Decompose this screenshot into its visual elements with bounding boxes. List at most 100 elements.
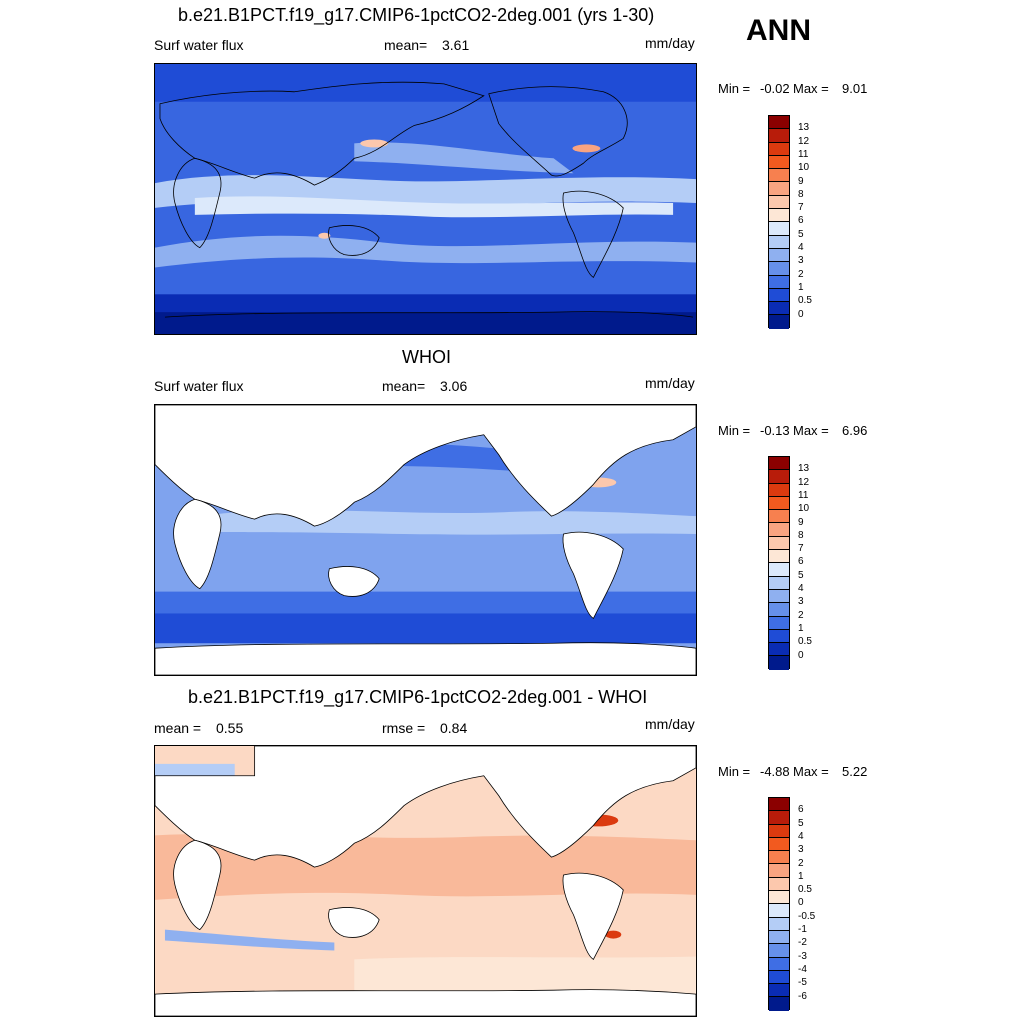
colorbar-segment [769, 116, 789, 130]
panel1-eurasia-coast [159, 81, 485, 186]
colorbar-level-label: 8 [798, 529, 804, 541]
panel2-max-label: Max = [793, 423, 829, 438]
panel3-land [155, 746, 696, 1016]
colorbar-level-label: 10 [798, 162, 810, 174]
colorbar-level-label: 0 [798, 897, 804, 909]
colorbar-level-label: 0.5 [798, 636, 812, 648]
colorbar-level-label: 6 [798, 556, 804, 568]
colorbar-segment [769, 155, 789, 170]
panel3-max-label: Max = [793, 764, 829, 779]
colorbar-segment [769, 576, 789, 590]
panel3-map-svg [155, 746, 696, 1016]
panel1-coastlines [159, 81, 694, 318]
colorbar-segment [769, 470, 789, 484]
panel1-indian-hotspot [318, 232, 331, 239]
panel3-map [154, 745, 697, 1017]
colorbar-level-label: 5 [798, 569, 804, 581]
colorbar-level-label: 1 [798, 281, 804, 293]
colorbar-segment [769, 877, 789, 892]
panel2-mean-label: mean= [382, 378, 426, 394]
colorbar-level-label: 12 [798, 135, 810, 147]
panel2-australia [328, 566, 380, 597]
panel3-units: mm/day [645, 716, 695, 732]
colorbar-segment [769, 917, 789, 931]
panel1-units: mm/day [645, 35, 695, 51]
colorbar-level-label: 9 [798, 516, 804, 528]
panel1-north-pacific-band [354, 142, 574, 174]
panel1-min-label: Min = [718, 81, 751, 96]
panel2-africa [173, 498, 222, 590]
panel1-gulfstream-hotspot [572, 144, 601, 153]
colorbar-level-label: 6 [798, 215, 804, 227]
panel2-units: mm/day [645, 375, 695, 391]
colorbar-segment [769, 944, 789, 958]
panel3-southern-negative-band [164, 929, 335, 951]
colorbar-segment [769, 643, 789, 657]
colorbar-level-label: 11 [798, 148, 809, 160]
panel3-south-atlantic-hotspot [605, 930, 622, 939]
colorbar-level-label: 6 [798, 804, 804, 816]
colorbar-segment [769, 930, 789, 945]
colorbar-segment [769, 563, 789, 577]
panel1-antarctic-core [155, 312, 696, 334]
colorbar-segment [769, 523, 789, 537]
panel3-arctic-negative [155, 763, 235, 776]
colorbar-segment [769, 904, 789, 918]
colorbar-segment [769, 457, 789, 471]
panel1-colorbar [768, 115, 790, 329]
colorbar-segment [769, 262, 789, 276]
colorbar-segment [769, 302, 789, 316]
colorbar-segment [769, 315, 789, 329]
colorbar-level-label: 3 [798, 255, 804, 267]
colorbar-segment [769, 851, 789, 865]
panel3-title: b.e21.B1PCT.f19_g17.CMIP6-1pctCO2-2deg.0… [188, 687, 648, 707]
colorbar-level-label: 10 [798, 503, 810, 515]
panel3-mean-label: mean = [154, 720, 202, 736]
colorbar-segment [769, 235, 789, 249]
panel1-antarctica-coast [164, 311, 694, 318]
panel2-land [155, 405, 696, 675]
colorbar-segment [769, 837, 789, 852]
colorbar-level-label: 1 [798, 870, 804, 882]
colorbar-level-label: 5 [798, 228, 804, 240]
colorbar-level-label: 5 [798, 817, 804, 829]
panel2-min-value: -0.13 [760, 423, 790, 438]
colorbar-level-label: 0.5 [798, 884, 812, 896]
panel3-africa [173, 839, 222, 931]
colorbar-segment [769, 288, 789, 303]
colorbar-level-label: 7 [798, 202, 804, 214]
panel2-map-svg [155, 405, 696, 675]
colorbar-segment [769, 496, 789, 511]
colorbar-segment [769, 169, 789, 183]
panel3-min-value: -4.88 [760, 764, 790, 779]
panel3-south-america [562, 872, 624, 960]
panel1-australia-coast [328, 225, 380, 256]
colorbar-segment [769, 798, 789, 812]
panel2-min-label: Min = [718, 423, 751, 438]
panel3-colorbar [768, 797, 790, 1011]
colorbar-level-label: 2 [798, 857, 804, 869]
colorbar-level-label: -1 [798, 924, 807, 935]
colorbar-level-label: -6 [798, 990, 807, 1002]
colorbar-level-label: 2 [798, 268, 804, 280]
colorbar-segment [769, 275, 789, 289]
panel1-title: b.e21.B1PCT.f19_g17.CMIP6-1pctCO2-2deg.0… [178, 5, 655, 25]
panel2-southern-core [155, 613, 696, 644]
colorbar-level-label: 0.5 [798, 295, 812, 307]
panel1-variable-label: Surf water flux [154, 37, 244, 53]
colorbar-segment [769, 483, 789, 497]
panel3-northern-land [155, 746, 696, 868]
colorbar-segment [769, 984, 789, 998]
panel3-antarctica [155, 989, 696, 1016]
colorbar-level-label: 3 [798, 844, 804, 856]
panel2-title: WHOI [402, 347, 451, 367]
panel1-map-svg [155, 64, 696, 334]
colorbar-level-label: 4 [798, 830, 804, 842]
panel1-south-america-coast [562, 190, 624, 278]
colorbar-segment [769, 142, 789, 156]
panel1-north-america-coast [488, 86, 628, 177]
panel2-northern-land [155, 405, 696, 527]
colorbar-segment [769, 603, 789, 617]
colorbar-segment [769, 550, 789, 564]
panel1-max-value: 9.01 [842, 81, 868, 96]
